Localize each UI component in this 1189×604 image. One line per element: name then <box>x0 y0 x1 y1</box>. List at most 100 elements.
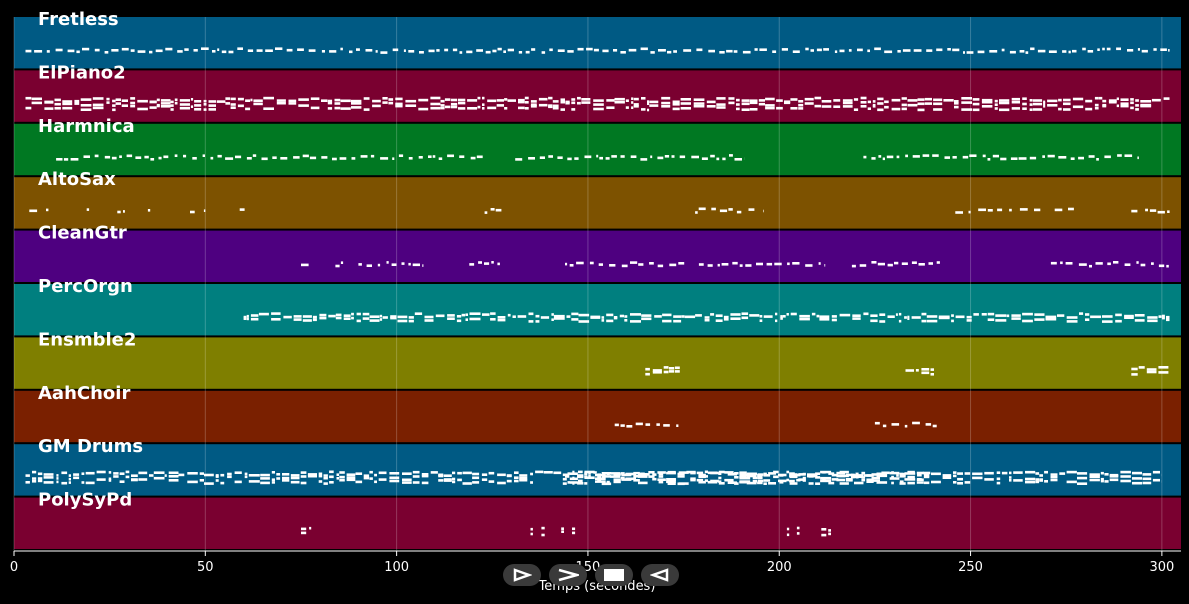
note-mark <box>553 471 562 475</box>
note-mark <box>457 471 462 475</box>
note-mark <box>899 480 904 483</box>
note-mark <box>716 106 726 109</box>
note-mark <box>674 366 680 370</box>
note-mark <box>972 102 980 106</box>
note-mark <box>1032 102 1043 106</box>
note-mark <box>716 97 726 100</box>
note-mark <box>414 312 423 315</box>
note-mark <box>648 471 655 474</box>
note-mark <box>92 103 104 107</box>
note-mark <box>514 471 519 474</box>
note-mark <box>1058 98 1062 102</box>
note-mark <box>565 262 568 266</box>
note-mark <box>1011 100 1020 104</box>
note-mark <box>288 102 297 105</box>
note-mark <box>752 472 758 476</box>
note-mark <box>309 526 312 530</box>
note-mark <box>955 315 965 319</box>
note-mark <box>613 316 618 320</box>
note-mark <box>1124 263 1131 266</box>
note-mark <box>1151 262 1154 265</box>
note-mark <box>447 317 455 320</box>
note-mark <box>160 105 171 108</box>
note-mark <box>715 319 723 322</box>
note-mark <box>1035 480 1040 484</box>
note-mark <box>153 476 165 480</box>
note-mark <box>595 477 606 480</box>
note-mark <box>578 479 583 483</box>
note-mark <box>765 104 775 107</box>
note-mark <box>193 49 198 52</box>
note-mark <box>488 471 495 475</box>
note-mark <box>138 478 148 481</box>
note-mark <box>80 104 92 107</box>
note-mark <box>972 108 980 112</box>
note-mark <box>190 105 194 108</box>
note-mark <box>424 315 434 319</box>
note-mark <box>606 480 610 484</box>
note-mark <box>924 97 932 101</box>
next-button[interactable] <box>549 564 587 586</box>
note-mark <box>363 97 370 100</box>
note-mark <box>789 473 798 476</box>
note-mark <box>301 263 309 267</box>
note-mark <box>144 155 149 159</box>
note-mark <box>973 313 979 316</box>
note-mark <box>335 264 340 268</box>
note-mark <box>56 480 59 484</box>
note-mark <box>496 99 504 102</box>
note-mark <box>225 157 234 160</box>
note-mark <box>759 48 767 51</box>
note-mark <box>723 318 729 321</box>
note-mark <box>578 320 590 323</box>
note-mark <box>1132 471 1142 475</box>
note-mark <box>730 313 741 316</box>
note-mark <box>530 472 533 476</box>
note-mark <box>1166 264 1169 268</box>
note-mark <box>428 49 435 53</box>
note-mark <box>553 317 565 320</box>
note-mark <box>625 99 629 102</box>
forward-button[interactable] <box>503 564 541 586</box>
note-mark <box>818 262 821 265</box>
note-mark <box>548 96 553 100</box>
note-mark <box>954 102 959 105</box>
note-mark <box>571 312 579 316</box>
track-lane <box>14 284 1181 336</box>
note-mark <box>530 532 533 536</box>
note-mark <box>168 475 179 478</box>
note-mark <box>538 103 548 107</box>
note-mark <box>125 475 130 479</box>
note-mark <box>718 482 725 485</box>
note-mark <box>606 472 610 475</box>
note-mark <box>641 97 646 100</box>
note-mark <box>253 99 263 102</box>
note-mark <box>535 314 540 318</box>
note-mark <box>994 99 998 103</box>
note-mark <box>530 481 533 484</box>
note-mark <box>790 98 798 101</box>
note-mark <box>190 98 194 101</box>
note-mark <box>329 470 334 474</box>
note-mark <box>768 482 776 485</box>
note-mark <box>779 481 784 484</box>
note-mark <box>676 424 679 427</box>
note-mark <box>1022 107 1027 110</box>
note-mark <box>168 479 179 482</box>
note-mark <box>421 474 429 478</box>
note-mark <box>736 210 742 214</box>
note-mark <box>728 97 735 100</box>
note-mark <box>1130 101 1134 105</box>
back-button[interactable] <box>641 564 679 586</box>
note-mark <box>365 49 373 52</box>
note-mark <box>1095 262 1103 265</box>
note-mark <box>822 471 826 474</box>
note-mark <box>46 208 49 212</box>
stop-button[interactable] <box>595 564 633 586</box>
note-mark <box>237 104 244 108</box>
note-mark <box>662 313 672 317</box>
note-mark <box>577 101 581 105</box>
note-mark <box>465 313 468 316</box>
note-mark <box>786 533 790 537</box>
track-label: AahChoir <box>38 383 130 404</box>
